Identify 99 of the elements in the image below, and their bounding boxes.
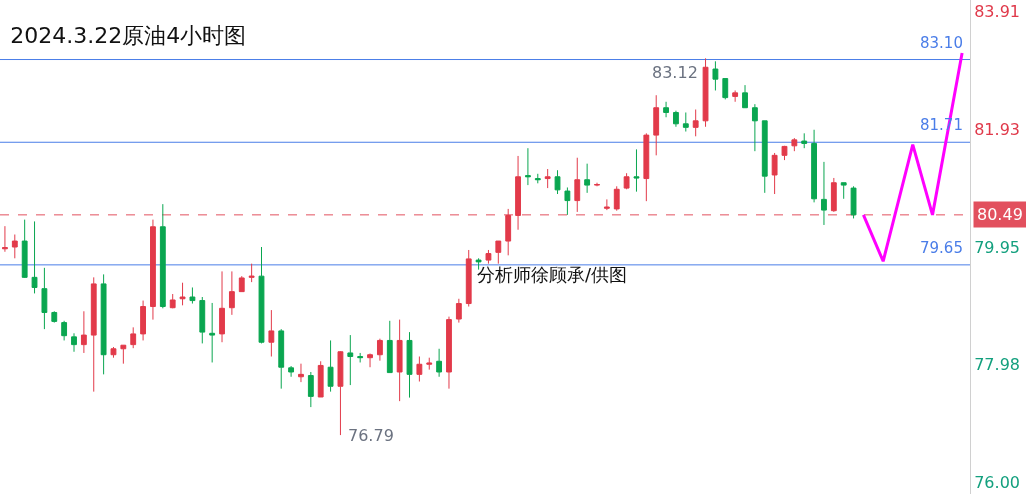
candlestick [564, 186, 571, 216]
candlestick [110, 346, 117, 359]
candlestick [712, 60, 719, 91]
candlestick [653, 94, 660, 156]
candlestick [11, 234, 18, 259]
candlestick [643, 132, 650, 202]
candlestick [554, 169, 561, 195]
candlestick [61, 320, 68, 341]
candlestick [100, 273, 107, 375]
candlestick [732, 89, 739, 103]
text: 2024.3.22原油4小时图 [10, 22, 247, 48]
candlestick [71, 332, 77, 353]
candlestick [416, 356, 423, 383]
candlestick [307, 371, 314, 408]
candlestick [722, 78, 729, 100]
y-tick-label: 76.00 [974, 472, 1021, 492]
candlestick [51, 310, 58, 324]
candlestick [228, 270, 235, 316]
candlestick [130, 326, 137, 349]
candlestick [406, 331, 413, 399]
candlestick [525, 147, 531, 186]
candlestick [594, 182, 600, 187]
candlestick [258, 246, 265, 344]
candlestick [179, 282, 186, 306]
annotation: 83.12 [652, 63, 698, 82]
candlestick [761, 120, 768, 194]
candlestick [436, 348, 443, 378]
candlestick [623, 172, 630, 190]
candlestick [426, 357, 433, 371]
candlestick [367, 353, 373, 368]
candlestick [485, 249, 492, 265]
candlestick [337, 350, 344, 436]
annotation: 76.79 [348, 426, 394, 445]
candlestick [140, 300, 146, 341]
candlestick [238, 275, 245, 293]
candlestick [31, 220, 38, 294]
candlestick [446, 316, 452, 390]
y-tick-label: 81.93 [974, 119, 1021, 139]
candlestick [347, 334, 354, 386]
candlestick [613, 185, 620, 212]
candlestick [515, 155, 521, 231]
candlestick [692, 109, 699, 137]
candlestick [584, 163, 591, 194]
candlestick [288, 365, 295, 378]
candlestick [317, 360, 324, 398]
candlestick [21, 219, 28, 279]
candlestick [830, 177, 837, 213]
candlestick [742, 84, 748, 109]
candlestick [120, 344, 127, 365]
candlestick [396, 319, 403, 402]
candlestick [544, 168, 551, 189]
y-tick-label: 79.95 [974, 237, 1021, 257]
candlestick [298, 363, 304, 383]
y-tick-label: 77.98 [974, 354, 1021, 374]
y-tick-label: 83.91 [974, 1, 1021, 21]
candlestick [150, 219, 156, 321]
candlestick [811, 129, 818, 203]
candlestick [840, 182, 847, 200]
candlestick [465, 249, 472, 308]
candlestick [41, 267, 48, 330]
candlestick [633, 148, 640, 193]
ref-line-label: 79.65 [920, 239, 963, 257]
candlestick [219, 270, 225, 343]
ref-line-label: 83.10 [920, 34, 963, 52]
annotation: 分析师徐顾承/供图 [477, 264, 628, 285]
candlestick [751, 103, 758, 152]
candlestick [159, 203, 166, 309]
candlestick [534, 173, 541, 184]
candlestick [781, 145, 788, 161]
candlestick [327, 339, 334, 393]
candlestick [673, 110, 679, 128]
candlestick [682, 111, 689, 133]
candlestick [505, 208, 512, 256]
candlestick [376, 338, 383, 362]
candlestick [169, 293, 176, 309]
candlestick [90, 276, 97, 393]
candlestick [801, 132, 808, 149]
candlestick [80, 310, 87, 354]
candlestick [663, 101, 669, 118]
candlestick [199, 296, 206, 344]
candlestick [771, 152, 778, 195]
candlestick [702, 57, 709, 128]
candlestick [189, 286, 196, 305]
candlestick [495, 240, 502, 265]
candlestick [574, 157, 581, 213]
candlestick [455, 298, 462, 324]
candlestick [268, 309, 275, 358]
ref-line-label: 80.49 [977, 205, 1023, 224]
candlestick [209, 302, 216, 363]
candlestick [386, 320, 393, 374]
candlestick [603, 198, 610, 211]
candlestick [248, 263, 255, 283]
candlestick [278, 328, 285, 390]
line-series [861, 51, 964, 263]
candlestick [791, 137, 798, 152]
candlestick [357, 352, 364, 363]
candlestick [850, 185, 857, 219]
candlestick [2, 225, 8, 253]
candlestick [821, 161, 827, 226]
